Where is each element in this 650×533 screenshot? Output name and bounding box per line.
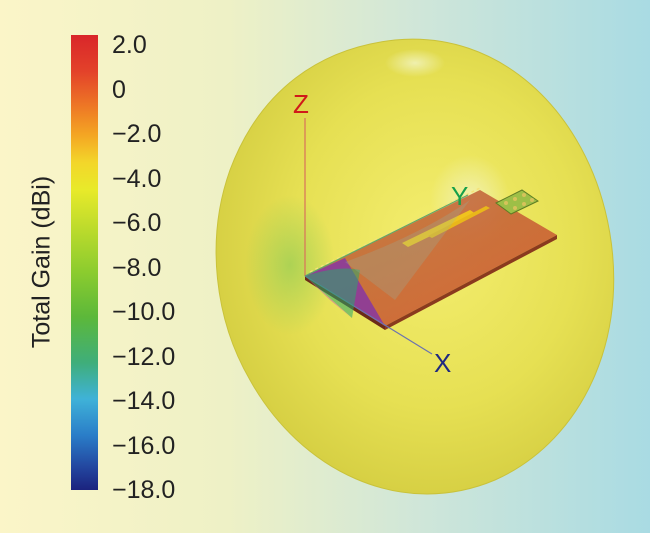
colorbar-tick: 0 [112, 76, 126, 104]
colorbar-tick: −6.0 [112, 209, 162, 237]
axis-wedge [305, 268, 360, 318]
axis-wedge [345, 200, 470, 300]
colorbar-tick: −2.0 [112, 120, 162, 148]
module-pad [504, 201, 508, 205]
pcb-board-edge [385, 235, 557, 330]
pcb-dotted-edge [309, 186, 483, 273]
colorbar-tick: −12.0 [112, 343, 176, 371]
gain-colorbar [71, 35, 98, 490]
module-pad [522, 193, 526, 197]
null-region [385, 49, 445, 77]
null-region [245, 195, 335, 335]
z-axis-label: Z [293, 89, 309, 119]
pcb-board [305, 190, 557, 326]
axis-wedge [305, 276, 352, 318]
x-axis-label: X [434, 348, 451, 378]
colorbar-tick: −8.0 [112, 254, 162, 282]
module-pad [522, 202, 526, 206]
colorbar-tick: −4.0 [112, 165, 162, 193]
antenna-trace [402, 210, 476, 247]
colorbar-tick: −16.0 [112, 432, 176, 460]
colorbar-tick: 2.0 [112, 31, 147, 59]
module-pad [513, 206, 517, 210]
colorbar-tick: −10.0 [112, 298, 176, 326]
colorbar-tick: −14.0 [112, 387, 176, 415]
antenna-trace [428, 206, 490, 238]
y-axis-label: Y [451, 181, 468, 211]
colorbar-tick: −18.0 [112, 476, 176, 504]
module-pad [513, 197, 517, 201]
antenna-module [495, 189, 539, 215]
module-pad [530, 198, 534, 202]
y-axis [304, 194, 469, 277]
